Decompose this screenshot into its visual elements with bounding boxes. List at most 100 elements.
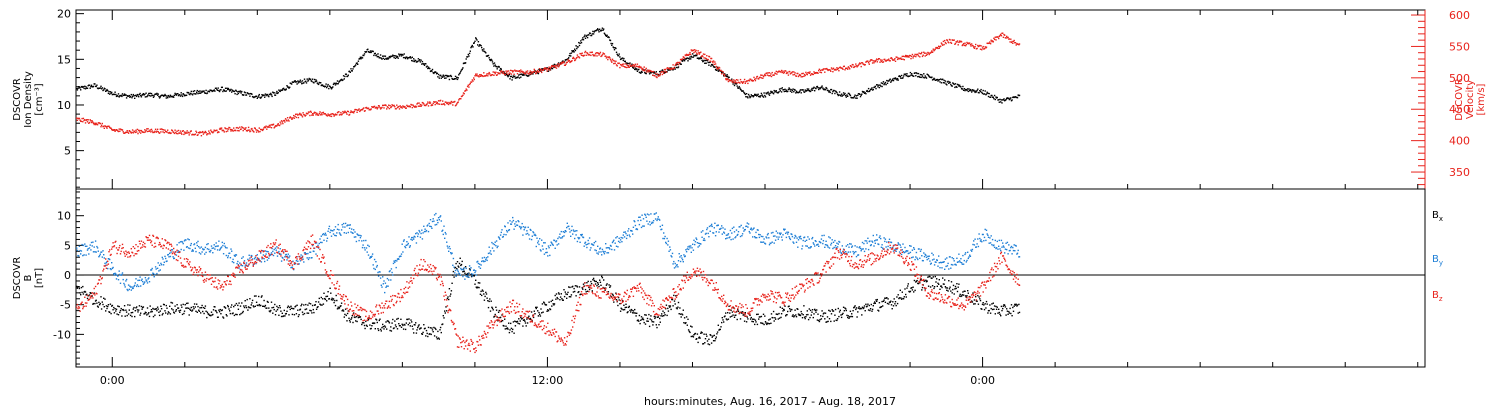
plasma-data-point — [435, 104, 436, 105]
magnetic-field-data-point — [348, 318, 349, 319]
magnetic-field-data-point — [703, 343, 704, 344]
plasma-data-point — [265, 127, 266, 128]
magnetic-field-data-point — [686, 316, 687, 317]
magnetic-field-data-point — [214, 244, 215, 245]
magnetic-field-data-point — [800, 315, 801, 316]
magnetic-field-data-point — [567, 294, 568, 295]
plasma-data-point — [342, 79, 343, 80]
magnetic-field-data-point — [134, 285, 135, 286]
plasma-data-point — [90, 120, 91, 121]
plasma-data-point — [193, 91, 194, 92]
magnetic-field-data-point — [947, 290, 948, 291]
magnetic-field-data-point — [321, 304, 322, 305]
plasma-data-point — [860, 63, 861, 64]
plasma-data-point — [703, 60, 704, 61]
magnetic-field-data-point — [644, 322, 645, 323]
plasma-data-point — [442, 100, 443, 101]
magnetic-field-data-point — [161, 264, 162, 265]
plasma-data-point — [724, 75, 725, 76]
magnetic-field-data-point — [115, 310, 116, 311]
magnetic-field-data-point — [678, 302, 679, 303]
magnetic-field-data-point — [784, 306, 785, 307]
plasma-data-point — [699, 53, 700, 54]
magnetic-field-data-point — [156, 268, 157, 269]
magnetic-field-data-point — [715, 338, 716, 339]
plasma-data-point — [813, 74, 814, 75]
plasma-data-point — [181, 132, 182, 133]
magnetic-field-data-point — [484, 296, 485, 297]
plasma-data-point — [976, 90, 977, 91]
plasma-data-point — [922, 56, 923, 57]
magnetic-field-data-point — [453, 266, 454, 267]
magnetic-field-data-point — [805, 318, 806, 319]
plasma-data-point — [479, 74, 480, 75]
magnetic-field-data-point — [918, 283, 919, 284]
magnetic-field-data-point — [317, 306, 318, 307]
magnetic-field-data-point — [170, 302, 171, 303]
plasma-data-point — [925, 55, 926, 56]
plasma-data-point — [577, 54, 578, 55]
plasma-data-point — [788, 74, 789, 75]
magnetic-field-data-point — [457, 269, 458, 270]
plasma-data-point — [509, 73, 510, 74]
plasma-data-point — [82, 121, 83, 122]
magnetic-field-data-point — [675, 303, 676, 304]
plasma-data-point — [114, 129, 115, 130]
magnetic-field-data-point — [511, 328, 512, 329]
magnetic-field-data-point — [178, 310, 179, 311]
magnetic-field-data-point — [795, 314, 796, 315]
plasma-data-point — [801, 76, 802, 77]
plasma-data-point — [259, 94, 260, 95]
plasma-data-point — [225, 88, 226, 89]
magnetic-field-data-point — [774, 317, 775, 318]
magnetic-field-data-point — [595, 283, 596, 284]
magnetic-field-data-point — [257, 254, 258, 255]
plasma-right-tick-label: 550 — [1449, 40, 1470, 53]
magnetic-field-data-point — [488, 253, 489, 254]
plasma-data-point — [376, 54, 377, 55]
magnetic-field-data-point — [633, 310, 634, 311]
magnetic-field-data-point — [447, 247, 448, 248]
plasma-data-point — [517, 73, 518, 74]
magnetic-field-data-point — [350, 224, 351, 225]
plasma-data-point — [885, 82, 886, 83]
magnetic-field-data-point — [403, 241, 404, 242]
magnetic-field-data-point — [525, 227, 526, 228]
magnetic-field-data-point — [350, 321, 351, 322]
plasma-data-point — [1009, 38, 1010, 39]
plasma-data-point — [576, 48, 577, 49]
magnetic-field-data-point — [959, 295, 960, 296]
magnetic-field-data-point — [972, 292, 973, 293]
magnetic-field-data-point — [379, 271, 380, 272]
magnetic-field-data-point — [144, 313, 145, 314]
plasma-data-point — [268, 96, 269, 97]
magnetic-field-data-point — [1011, 304, 1012, 305]
magnetic-field-data-point — [617, 305, 618, 306]
magnetic-field-data-point — [840, 314, 841, 315]
plasma-data-point — [668, 69, 669, 70]
magnetic-field-data-point — [847, 317, 848, 318]
magnetic-field-data-point — [433, 327, 434, 328]
magnetic-field-data-point — [351, 317, 352, 318]
plasma-data-point — [990, 97, 991, 98]
plasma-data-point — [234, 93, 235, 94]
magnetic-field-data-point — [207, 243, 208, 244]
plasma-data-point — [230, 130, 231, 131]
plasma-data-point — [891, 57, 892, 58]
plasma-data-point — [737, 79, 738, 80]
magnetic-field-data-point — [480, 294, 481, 295]
magnetic-field-data-point — [491, 301, 492, 302]
plasma-data-point — [912, 54, 913, 55]
magnetic-field-data-point — [912, 289, 913, 290]
magnetic-field-data-point — [287, 256, 288, 257]
magnetic-field-data-point — [1014, 306, 1015, 307]
magnetic-field-data-point — [429, 223, 430, 224]
plasma-data-point — [309, 115, 310, 116]
plasma-data-point — [425, 63, 426, 64]
plasma-data-point — [881, 60, 882, 61]
plasma-data-point — [1006, 36, 1007, 37]
plasma-data-point — [714, 67, 715, 68]
plasma-data-point — [487, 75, 488, 76]
magnetic-field-data-point — [440, 215, 441, 216]
magnetic-field-data-point — [364, 249, 365, 250]
